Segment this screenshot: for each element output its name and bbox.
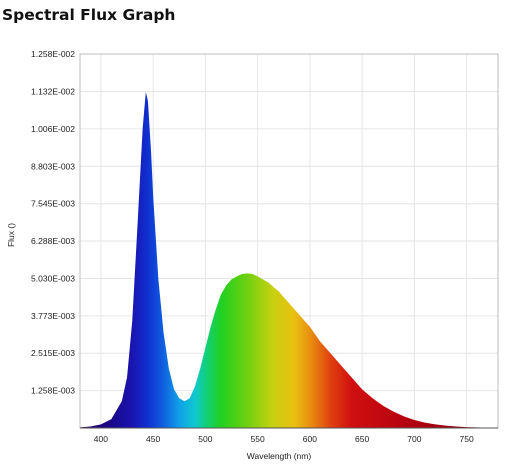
x-tick-label: 450 xyxy=(146,434,160,444)
y-tick-label: 1.132E-002 xyxy=(31,86,75,96)
chart-title: Spectral Flux Graph xyxy=(2,6,176,24)
y-tick-label: 1.258E-003 xyxy=(31,386,75,396)
x-axis-ticks: 400 450 500 550 600 650 700 750 xyxy=(94,434,474,444)
x-tick-label: 750 xyxy=(460,434,474,444)
x-tick-label: 550 xyxy=(251,434,265,444)
x-tick-label: 650 xyxy=(355,434,369,444)
y-tick-label: 1.258E-002 xyxy=(31,49,75,59)
y-tick-label: 5.030E-003 xyxy=(31,273,75,283)
y-tick-label: 2.515E-003 xyxy=(31,348,75,358)
y-axis-ticks: 1.258E-003 2.515E-003 3.773E-003 5.030E-003… xyxy=(31,49,75,396)
y-tick-label: 8.803E-003 xyxy=(31,161,75,171)
spectrum-area xyxy=(80,92,498,429)
x-tick-label: 700 xyxy=(407,434,421,444)
y-tick-label: 7.545E-003 xyxy=(31,199,75,209)
y-tick-label: 6.288E-003 xyxy=(31,236,75,246)
x-tick-label: 600 xyxy=(303,434,317,444)
y-axis-label: Flux () xyxy=(6,223,16,247)
y-tick-label: 1.006E-002 xyxy=(31,124,75,134)
plot-frame xyxy=(79,53,499,429)
x-tick-label: 400 xyxy=(94,434,108,444)
y-tick-label: 3.773E-003 xyxy=(31,311,75,321)
spectrum-series xyxy=(80,92,498,429)
x-tick-label: 500 xyxy=(198,434,212,444)
x-axis-label: Wavelength (nm) xyxy=(247,451,312,461)
